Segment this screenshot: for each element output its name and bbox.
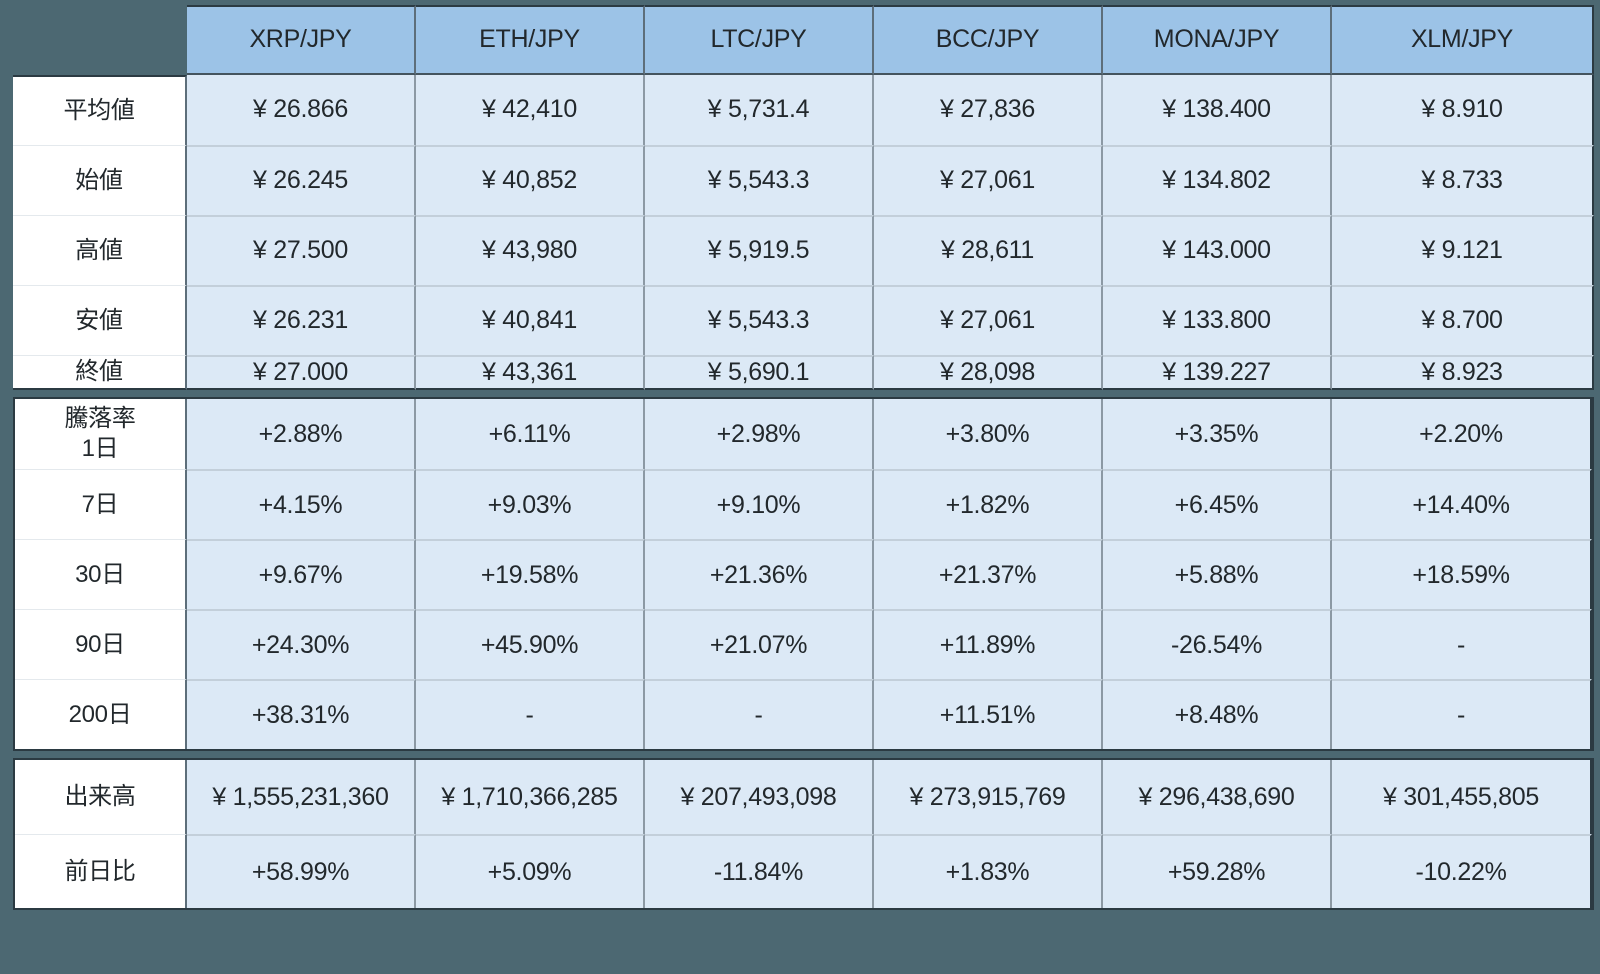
cell-change-prev-day-eth-jpy: +5.09% bbox=[416, 834, 645, 909]
cell-open-ltc-jpy: ¥ 5,543.3 bbox=[645, 145, 874, 215]
cell-open-eth-jpy: ¥ 40,852 bbox=[416, 145, 645, 215]
cell-change-90d-bcc-jpy: +11.89% bbox=[874, 609, 1103, 680]
cell-change-prev-day-bcc-jpy: +1.83% bbox=[874, 834, 1103, 909]
corner-cell bbox=[13, 5, 187, 75]
cell-change-1d-xrp-jpy: +2.88% bbox=[187, 399, 416, 470]
cell-low-xrp-jpy: ¥ 26.231 bbox=[187, 285, 416, 355]
cell-close-xlm-jpy: ¥ 8.923 bbox=[1332, 355, 1594, 391]
row-label-close: 終値 bbox=[13, 355, 187, 391]
column-header-bcc-jpy: BCC/JPY bbox=[874, 5, 1103, 75]
cell-change-1d-eth-jpy: +6.11% bbox=[416, 399, 645, 470]
cell-change-30d-eth-jpy: +19.58% bbox=[416, 539, 645, 610]
cell-change-30d-xlm-jpy: +18.59% bbox=[1332, 539, 1592, 610]
cell-change-1d-xlm-jpy: +2.20% bbox=[1332, 399, 1592, 470]
row-label-change-30d: 30日 bbox=[15, 539, 187, 610]
cell-change-1d-ltc-jpy: +2.98% bbox=[645, 399, 874, 470]
cell-change-30d-xrp-jpy: +9.67% bbox=[187, 539, 416, 610]
cell-close-mona-jpy: ¥ 139.227 bbox=[1103, 355, 1332, 391]
column-header-mona-jpy: MONA/JPY bbox=[1103, 5, 1332, 75]
cell-low-mona-jpy: ¥ 133.800 bbox=[1103, 285, 1332, 355]
row-label-high: 高値 bbox=[13, 215, 187, 285]
cell-change-prev-day-xlm-jpy: -10.22% bbox=[1332, 834, 1592, 909]
cell-change-200d-mona-jpy: +8.48% bbox=[1103, 679, 1332, 750]
cell-low-eth-jpy: ¥ 40,841 bbox=[416, 285, 645, 355]
cell-change-200d-xrp-jpy: +38.31% bbox=[187, 679, 416, 750]
cell-high-xlm-jpy: ¥ 9.121 bbox=[1332, 215, 1594, 285]
row-label-change-1d: 騰落率 1日 bbox=[15, 399, 187, 470]
cell-change-prev-day-xrp-jpy: +58.99% bbox=[187, 834, 416, 909]
cell-change-30d-bcc-jpy: +21.37% bbox=[874, 539, 1103, 610]
cell-open-xlm-jpy: ¥ 8.733 bbox=[1332, 145, 1594, 215]
cell-close-ltc-jpy: ¥ 5,690.1 bbox=[645, 355, 874, 391]
table-section-change-rates: 騰落率 1日 +2.88% +6.11% +2.98% +3.80% +3.35% +2.2… bbox=[13, 397, 1594, 752]
column-header-eth-jpy: ETH/JPY bbox=[416, 5, 645, 75]
cell-volume-ltc-jpy: ¥ 207,493,098 bbox=[645, 760, 874, 835]
row-label-change-200d: 200日 bbox=[15, 679, 187, 750]
cell-high-ltc-jpy: ¥ 5,919.5 bbox=[645, 215, 874, 285]
cell-open-xrp-jpy: ¥ 26.245 bbox=[187, 145, 416, 215]
cell-high-bcc-jpy: ¥ 28,611 bbox=[874, 215, 1103, 285]
row-label-average: 平均値 bbox=[13, 75, 187, 145]
cell-volume-eth-jpy: ¥ 1,710,366,285 bbox=[416, 760, 645, 835]
cell-change-30d-mona-jpy: +5.88% bbox=[1103, 539, 1332, 610]
cell-change-1d-mona-jpy: +3.35% bbox=[1103, 399, 1332, 470]
row-label-low: 安値 bbox=[13, 285, 187, 355]
cell-average-eth-jpy: ¥ 42,410 bbox=[416, 75, 645, 145]
cell-volume-xlm-jpy: ¥ 301,455,805 bbox=[1332, 760, 1592, 835]
cell-close-eth-jpy: ¥ 43,361 bbox=[416, 355, 645, 391]
table-section-prices: XRP/JPY ETH/JPY LTC/JPY BCC/JPY MONA/JPY XLM/… bbox=[13, 5, 1594, 391]
cell-change-90d-xlm-jpy: - bbox=[1332, 609, 1592, 680]
cell-change-90d-xrp-jpy: +24.30% bbox=[187, 609, 416, 680]
cell-volume-xrp-jpy: ¥ 1,555,231,360 bbox=[187, 760, 416, 835]
row-label-change-90d: 90日 bbox=[15, 609, 187, 680]
cell-close-xrp-jpy: ¥ 27.000 bbox=[187, 355, 416, 391]
cell-average-xrp-jpy: ¥ 26.866 bbox=[187, 75, 416, 145]
column-header-xlm-jpy: XLM/JPY bbox=[1332, 5, 1594, 75]
row-label-open: 始値 bbox=[13, 145, 187, 215]
table-section-volume: 出来高 ¥ 1,555,231,360 ¥ 1,710,366,285 ¥ 207,4… bbox=[13, 758, 1594, 911]
cell-change-7d-mona-jpy: +6.45% bbox=[1103, 469, 1332, 540]
cell-low-xlm-jpy: ¥ 8.700 bbox=[1332, 285, 1594, 355]
cell-close-bcc-jpy: ¥ 28,098 bbox=[874, 355, 1103, 391]
cell-change-90d-ltc-jpy: +21.07% bbox=[645, 609, 874, 680]
cell-high-mona-jpy: ¥ 143.000 bbox=[1103, 215, 1332, 285]
cell-high-eth-jpy: ¥ 43,980 bbox=[416, 215, 645, 285]
row-label-volume: 出来高 bbox=[15, 760, 187, 835]
cell-volume-bcc-jpy: ¥ 273,915,769 bbox=[874, 760, 1103, 835]
cell-change-30d-ltc-jpy: +21.36% bbox=[645, 539, 874, 610]
cell-change-200d-bcc-jpy: +11.51% bbox=[874, 679, 1103, 750]
cell-change-7d-eth-jpy: +9.03% bbox=[416, 469, 645, 540]
cell-change-prev-day-ltc-jpy: -11.84% bbox=[645, 834, 874, 909]
cell-change-7d-ltc-jpy: +9.10% bbox=[645, 469, 874, 540]
column-header-ltc-jpy: LTC/JPY bbox=[645, 5, 874, 75]
cell-change-7d-xlm-jpy: +14.40% bbox=[1332, 469, 1592, 540]
row-label-change-7d: 7日 bbox=[15, 469, 187, 540]
cell-low-ltc-jpy: ¥ 5,543.3 bbox=[645, 285, 874, 355]
cell-open-mona-jpy: ¥ 134.802 bbox=[1103, 145, 1332, 215]
cell-low-bcc-jpy: ¥ 27,061 bbox=[874, 285, 1103, 355]
cell-change-90d-mona-jpy: -26.54% bbox=[1103, 609, 1332, 680]
cell-change-200d-xlm-jpy: - bbox=[1332, 679, 1592, 750]
section-gap bbox=[13, 390, 1594, 397]
cell-average-bcc-jpy: ¥ 27,836 bbox=[874, 75, 1103, 145]
cell-change-90d-eth-jpy: +45.90% bbox=[416, 609, 645, 680]
cell-change-7d-bcc-jpy: +1.82% bbox=[874, 469, 1103, 540]
cell-change-200d-ltc-jpy: - bbox=[645, 679, 874, 750]
cell-average-xlm-jpy: ¥ 8.910 bbox=[1332, 75, 1594, 145]
cell-change-200d-eth-jpy: - bbox=[416, 679, 645, 750]
crypto-price-table: XRP/JPY ETH/JPY LTC/JPY BCC/JPY MONA/JPY XLM/… bbox=[13, 5, 1594, 911]
cell-change-prev-day-mona-jpy: +59.28% bbox=[1103, 834, 1332, 909]
cell-average-mona-jpy: ¥ 138.400 bbox=[1103, 75, 1332, 145]
cell-change-7d-xrp-jpy: +4.15% bbox=[187, 469, 416, 540]
cell-high-xrp-jpy: ¥ 27.500 bbox=[187, 215, 416, 285]
cell-volume-mona-jpy: ¥ 296,438,690 bbox=[1103, 760, 1332, 835]
cell-open-bcc-jpy: ¥ 27,061 bbox=[874, 145, 1103, 215]
cell-average-ltc-jpy: ¥ 5,731.4 bbox=[645, 75, 874, 145]
cell-change-1d-bcc-jpy: +3.80% bbox=[874, 399, 1103, 470]
row-label-change-prev-day: 前日比 bbox=[15, 834, 187, 909]
section-gap bbox=[13, 751, 1594, 758]
column-header-xrp-jpy: XRP/JPY bbox=[187, 5, 416, 75]
